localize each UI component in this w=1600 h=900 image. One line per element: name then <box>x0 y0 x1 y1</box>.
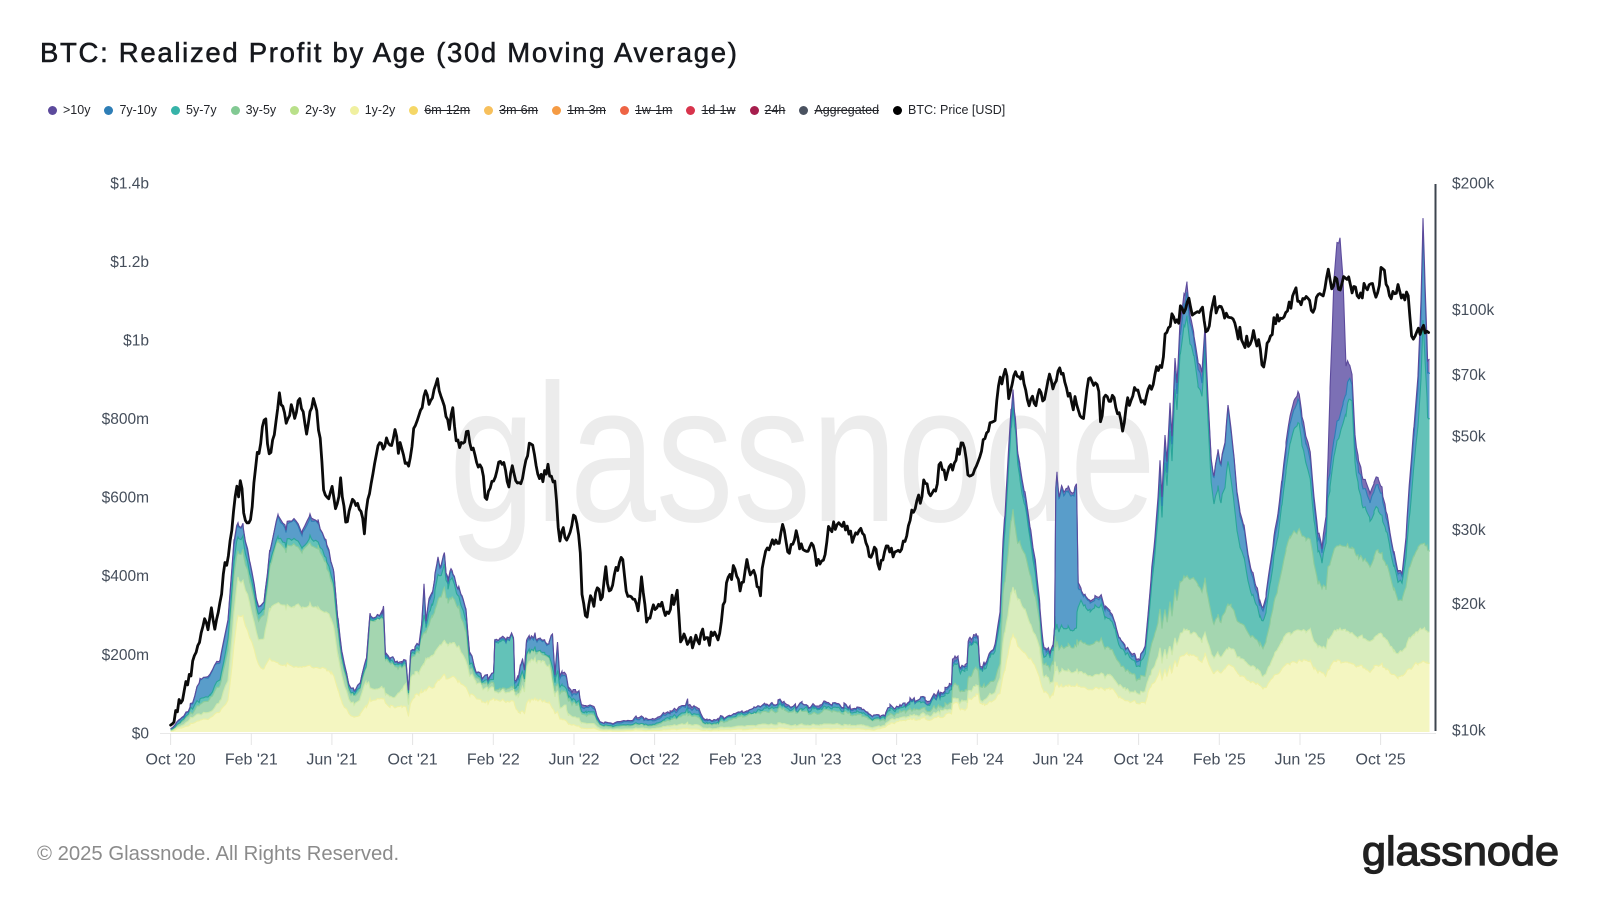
svg-text:$200m: $200m <box>102 647 149 664</box>
svg-text:Jun '22: Jun '22 <box>548 752 599 769</box>
svg-text:$10k: $10k <box>1452 723 1486 740</box>
svg-text:$400m: $400m <box>102 568 149 585</box>
svg-text:Oct '25: Oct '25 <box>1356 752 1406 769</box>
svg-text:Feb '23: Feb '23 <box>709 752 762 769</box>
svg-text:glassnode: glassnode <box>1362 832 1559 874</box>
svg-text:$200k: $200k <box>1452 176 1494 193</box>
svg-text:$800m: $800m <box>102 411 149 428</box>
svg-text:Oct '21: Oct '21 <box>388 752 438 769</box>
svg-text:$50k: $50k <box>1452 429 1486 446</box>
svg-text:Oct '22: Oct '22 <box>630 752 680 769</box>
svg-text:$100k: $100k <box>1452 302 1494 319</box>
svg-text:Jun '25: Jun '25 <box>1274 752 1325 769</box>
svg-text:glassnode: glassnode <box>449 344 1156 563</box>
svg-text:Feb '24: Feb '24 <box>951 752 1004 769</box>
svg-text:$1.4b: $1.4b <box>110 176 149 193</box>
svg-text:Jun '21: Jun '21 <box>306 752 357 769</box>
svg-text:$1.2b: $1.2b <box>110 254 149 271</box>
svg-text:$20k: $20k <box>1452 596 1486 613</box>
svg-text:$30k: $30k <box>1452 522 1486 539</box>
svg-text:Feb '21: Feb '21 <box>225 752 278 769</box>
svg-text:Feb '25: Feb '25 <box>1193 752 1246 769</box>
svg-text:Oct '23: Oct '23 <box>872 752 922 769</box>
svg-text:$0: $0 <box>132 725 150 742</box>
svg-text:Feb '22: Feb '22 <box>467 752 520 769</box>
svg-text:Oct '20: Oct '20 <box>146 752 196 769</box>
svg-text:$600m: $600m <box>102 490 149 507</box>
svg-text:$1b: $1b <box>123 333 149 350</box>
svg-text:Oct '24: Oct '24 <box>1114 752 1164 769</box>
svg-text:Jun '24: Jun '24 <box>1032 752 1083 769</box>
svg-text:$70k: $70k <box>1452 367 1486 384</box>
svg-text:Jun '23: Jun '23 <box>790 752 841 769</box>
